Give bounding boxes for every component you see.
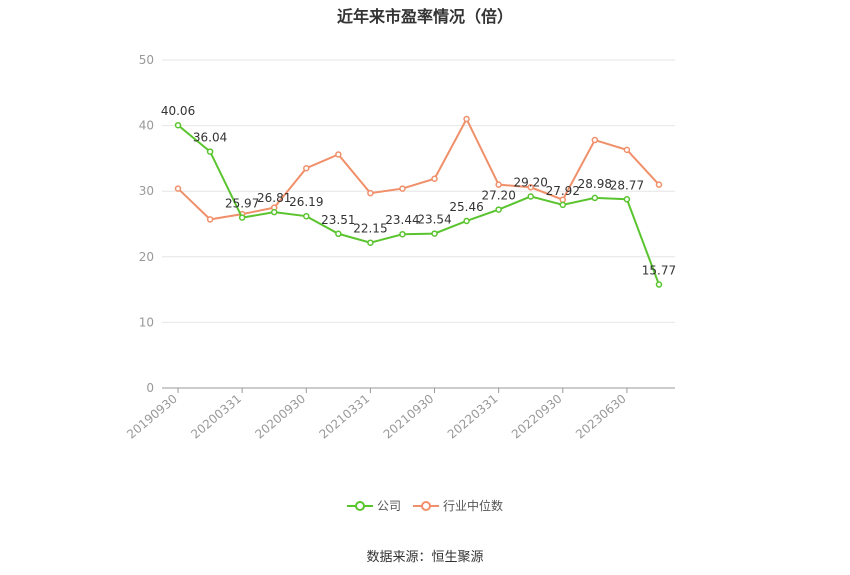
legend-label-company: 公司 <box>376 499 401 513</box>
data-point-industry <box>367 189 374 197</box>
data-point-company <box>655 281 663 288</box>
data-point-company <box>399 230 406 238</box>
x-tick-label: 20200930 <box>252 392 308 442</box>
series-line-company <box>177 124 660 285</box>
data-label-company: 28.77 <box>610 178 644 192</box>
data-point-company <box>527 193 534 200</box>
y-tick-label: 10 <box>139 315 154 329</box>
data-point-industry <box>206 216 214 223</box>
series-line-industry <box>177 116 660 221</box>
data-point-industry <box>431 175 438 182</box>
data-label-company: 36.04 <box>193 131 227 145</box>
data-label-company: 23.44 <box>385 213 419 227</box>
data-point-industry <box>463 115 470 123</box>
data-point-company <box>174 121 182 129</box>
data-point-industry <box>495 181 502 188</box>
data-point-company <box>431 230 438 237</box>
data-point-industry <box>623 146 631 154</box>
x-tick-label: 20220331 <box>445 392 501 442</box>
data-point-company <box>238 214 246 221</box>
data-point-company <box>591 194 599 202</box>
legend-item-company[interactable]: 公司 <box>346 497 401 514</box>
data-point-industry <box>655 181 663 188</box>
data-point-industry <box>559 196 567 203</box>
chart-title: 近年来市盈率情况（倍） <box>336 7 513 26</box>
data-label-company: 40.06 <box>161 104 195 118</box>
data-label-company: 25.46 <box>449 200 483 214</box>
x-tick-label: 20220930 <box>509 392 565 442</box>
data-point-company <box>367 239 374 246</box>
data-source: 数据来源：恒生聚源 <box>366 550 484 565</box>
data-point-industry <box>399 185 406 192</box>
data-label-company: 28.98 <box>578 177 612 191</box>
data-label-company: 26.19 <box>289 195 323 209</box>
data-label-company: 15.77 <box>642 264 676 278</box>
x-tick-label: 20230630 <box>573 392 629 442</box>
legend-marker-company <box>346 500 373 511</box>
data-label-company: 22.15 <box>353 222 387 236</box>
data-point-industry <box>335 151 342 158</box>
x-tick-label: 20210930 <box>381 392 437 442</box>
data-point-company <box>623 196 631 203</box>
y-tick-label: 30 <box>139 184 154 198</box>
data-point-company <box>270 208 278 216</box>
data-label-company: 27.20 <box>481 189 515 203</box>
legend-label-industry: 行业中位数 <box>443 499 504 513</box>
data-point-company <box>206 148 214 155</box>
data-point-company <box>335 230 342 238</box>
legend-marker-industry <box>413 500 439 511</box>
data-point-industry <box>527 184 534 191</box>
x-tick-label: 20200331 <box>188 392 244 442</box>
data-label-company: 29.20 <box>514 175 548 189</box>
data-point-company <box>463 217 470 225</box>
x-tick-label: 20190930 <box>124 392 180 442</box>
y-tick-label: 50 <box>139 53 154 67</box>
x-tick-label: 20210331 <box>317 392 373 442</box>
legend-item-industry[interactable]: 行业中位数 <box>413 497 503 514</box>
y-tick-label: 40 <box>139 119 154 133</box>
y-tick-label: 20 <box>139 250 154 264</box>
data-point-industry <box>174 185 182 192</box>
data-label-company: 26.81 <box>257 191 291 205</box>
legend: 公司 行业中位数 <box>0 497 850 514</box>
data-point-company <box>559 201 567 209</box>
data-label-company: 23.54 <box>417 213 451 227</box>
data-point-company <box>303 212 310 220</box>
data-label-company: 27.92 <box>546 184 580 198</box>
data-label-company: 23.51 <box>321 213 355 227</box>
data-point-company <box>495 206 502 213</box>
data-label-company: 25.97 <box>225 197 259 211</box>
data-point-industry <box>591 136 599 144</box>
y-tick-label: 0 <box>146 381 154 395</box>
data-point-industry <box>303 164 310 172</box>
